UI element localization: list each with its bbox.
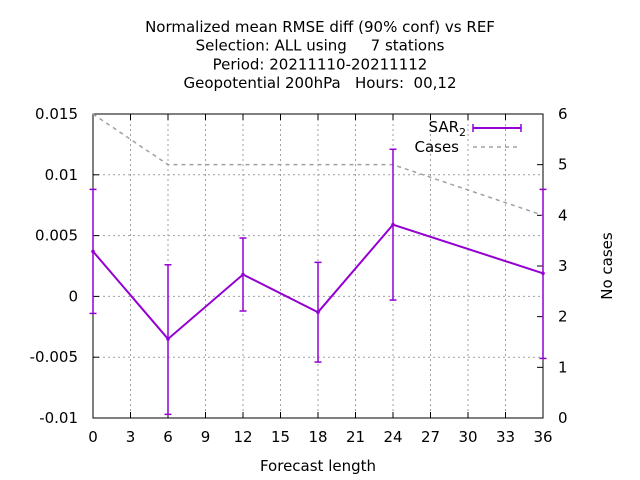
y2-tick-label: 1 [558,358,568,376]
sar-point [241,272,245,277]
y-axis: -0.01 -0.005 0 0.005 0.01 0.015 [30,105,99,427]
y2-axis-label: No cases [598,232,616,300]
x-tick-label: 6 [163,428,173,446]
legend-label-sar-subscript: 2 [459,126,466,139]
cases-line [92,113,544,217]
x-axis: 0 3 6 9 12 15 18 21 24 27 30 33 36 [88,114,553,446]
y2-axis: 0 1 2 3 4 5 6 [537,105,568,427]
y2-tick-label: 5 [558,156,568,174]
x-tick-label: 21 [346,428,365,446]
y-tick-label: 0 [68,287,78,305]
x-tick-label: 24 [383,428,402,446]
chart-title: Normalized mean RMSE diff (90% conf) vs … [145,18,495,92]
y2-tick-label: 0 [558,409,568,427]
sar-point [541,271,545,276]
y-tick-label: -0.005 [30,348,78,366]
y2-tick-label: 6 [558,105,568,123]
sar-point [316,310,320,315]
x-tick-label: 9 [201,428,211,446]
x-tick-label: 33 [496,428,515,446]
sar-line [92,223,544,341]
x-tick-label: 0 [88,428,98,446]
y2-tick-label: 3 [558,257,568,275]
y-tick-label: 0.005 [35,227,78,245]
legend-label-sar: SAR [429,118,459,136]
title-line-4: Geopotential 200hPa Hours: 00,12 [183,74,456,92]
y-tick-label: 0.01 [45,166,78,184]
sar-point [391,222,395,227]
title-line-2: Selection: ALL using 7 stations [196,37,445,55]
x-tick-label: 15 [271,428,290,446]
x-tick-label: 18 [308,428,327,446]
y-tick-label: 0.015 [35,105,78,123]
legend-label-cases: Cases [414,138,459,156]
x-tick-label: 3 [126,428,136,446]
y2-tick-label: 2 [558,308,568,326]
sar-point [166,337,170,341]
y-tick-label: -0.01 [39,409,78,427]
x-tick-label: 12 [233,428,252,446]
x-tick-label: 36 [533,428,552,446]
x-tick-label: 30 [458,428,477,446]
title-line-3: Period: 20211110-20211112 [213,55,428,73]
sar-point [91,249,95,254]
x-tick-label: 27 [421,428,440,446]
y2-tick-label: 4 [558,206,568,224]
series [89,113,547,416]
title-line-1: Normalized mean RMSE diff (90% conf) vs … [145,18,495,36]
x-axis-label: Forecast length [260,457,376,475]
